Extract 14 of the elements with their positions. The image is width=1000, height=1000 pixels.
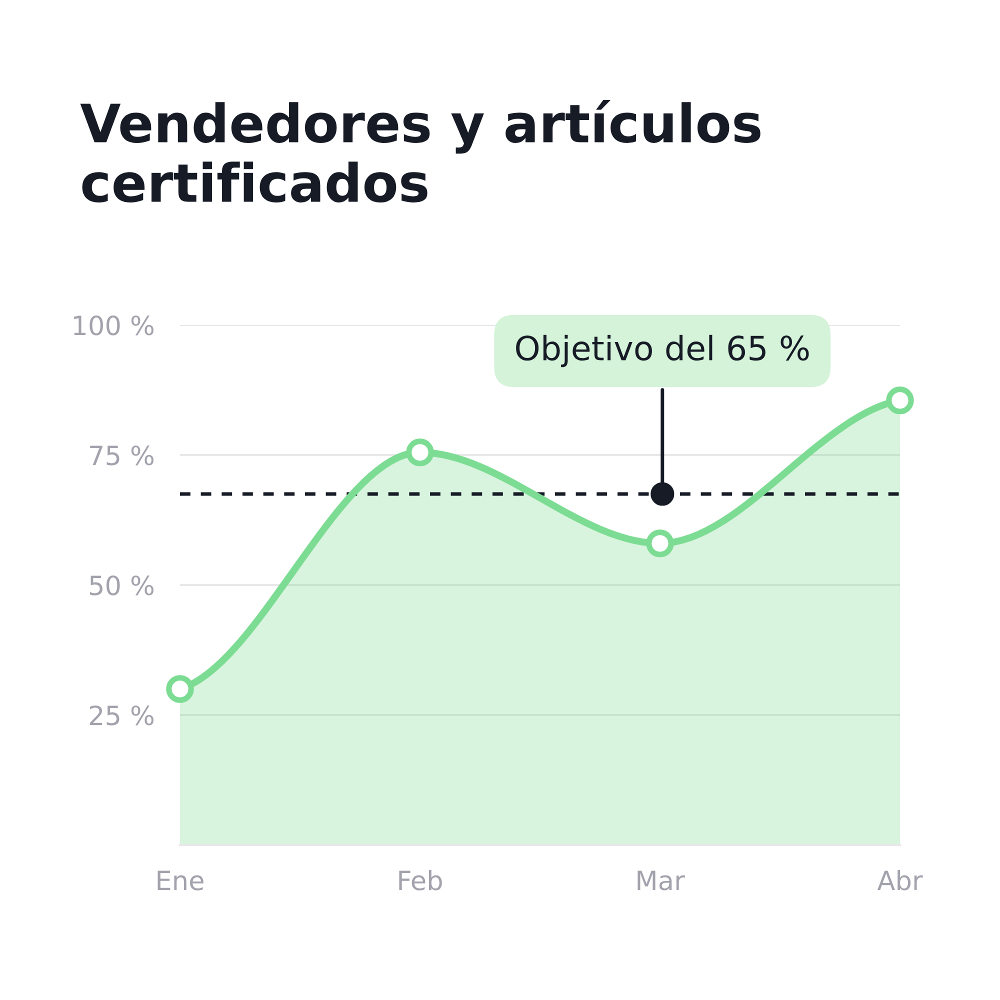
ref-line-label: Objetivo del 65 %	[516, 334, 809, 368]
x-tick-label: Feb	[399, 870, 442, 890]
y-tick-label: 25 %	[90, 705, 154, 726]
y-tick-label: 75 %	[90, 445, 154, 466]
point	[406, 438, 434, 466]
point	[646, 530, 674, 558]
y-tick-label: 50 %	[90, 575, 154, 596]
x-tick-label: Mar	[638, 870, 685, 890]
y-tick-label: 100 %	[74, 315, 154, 336]
point	[166, 675, 194, 703]
x-tick-label: Ene	[158, 870, 204, 890]
point	[886, 386, 914, 414]
chart-title: Vendedores y artículos certificados	[80, 100, 760, 202]
x-tick-label: Abr	[877, 870, 923, 890]
